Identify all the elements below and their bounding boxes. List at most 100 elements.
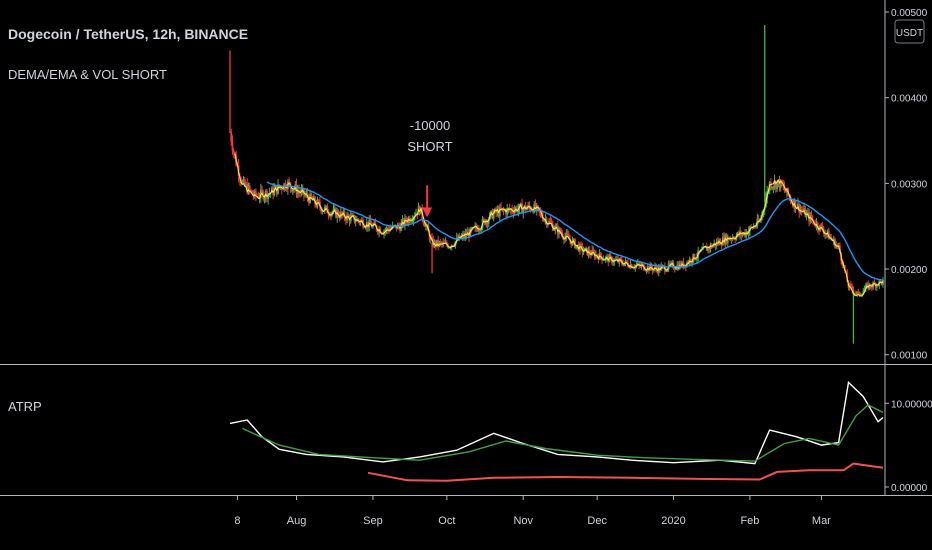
candle-body bbox=[285, 188, 288, 190]
candle-body bbox=[772, 186, 775, 188]
candle-body bbox=[612, 262, 615, 264]
candle-body bbox=[558, 228, 560, 235]
annotation-qty: -10000 bbox=[410, 118, 450, 133]
candle-body bbox=[805, 213, 808, 218]
candle-body bbox=[609, 255, 612, 257]
candle-body bbox=[248, 185, 251, 190]
candle-body bbox=[816, 222, 819, 229]
price-candles bbox=[229, 24, 884, 344]
candle-body bbox=[354, 221, 357, 223]
candle-body bbox=[336, 211, 339, 218]
candle-body bbox=[341, 212, 344, 215]
candle-body bbox=[773, 180, 776, 187]
candle-body bbox=[386, 227, 389, 230]
candle-body bbox=[784, 190, 787, 193]
candle-body bbox=[243, 179, 246, 186]
candle-body bbox=[705, 246, 708, 251]
candle-body bbox=[652, 268, 655, 271]
candle-body bbox=[868, 283, 871, 289]
candle-body bbox=[809, 215, 812, 222]
candle-body bbox=[745, 231, 748, 237]
candle-body bbox=[555, 225, 558, 227]
currency-badge-label: USDT bbox=[896, 28, 923, 39]
candle-body bbox=[595, 254, 597, 258]
candle-body bbox=[254, 191, 257, 196]
candle-body bbox=[351, 214, 353, 216]
candle-body bbox=[659, 266, 661, 271]
time-tick-label: Nov bbox=[513, 515, 533, 527]
candle-body bbox=[441, 242, 443, 244]
candle-body bbox=[420, 207, 422, 215]
candle-body bbox=[367, 221, 369, 228]
candle-body bbox=[673, 268, 676, 270]
candle-body bbox=[782, 185, 785, 187]
candle-body bbox=[835, 244, 838, 248]
time-tick-label: Feb bbox=[740, 515, 759, 527]
candle-body bbox=[862, 291, 865, 295]
candle-body bbox=[242, 179, 245, 182]
atrp-tick-label: 0.00000 bbox=[891, 483, 928, 494]
time-tick-label: 8 bbox=[234, 515, 240, 527]
candle-body bbox=[572, 239, 575, 241]
candle-body bbox=[332, 208, 335, 213]
candle-body bbox=[438, 241, 441, 246]
candle-body bbox=[550, 222, 553, 224]
candle-body bbox=[826, 230, 829, 234]
candle-body bbox=[466, 232, 469, 236]
candle-body bbox=[837, 245, 840, 247]
candle-body bbox=[776, 182, 778, 189]
candle-body bbox=[622, 263, 624, 266]
candle-body bbox=[506, 208, 509, 215]
candle-body bbox=[411, 220, 414, 222]
time-tick-label: 2020 bbox=[661, 515, 685, 527]
candle-body bbox=[263, 196, 266, 200]
candle-body bbox=[866, 283, 868, 286]
candle-body bbox=[628, 266, 631, 268]
candle-body bbox=[272, 187, 275, 196]
candle-body bbox=[487, 219, 490, 224]
candle-body bbox=[369, 219, 372, 225]
currency-badge[interactable]: USDT bbox=[894, 19, 925, 44]
candle-body bbox=[282, 189, 284, 191]
candle-body bbox=[820, 224, 823, 226]
candle-body bbox=[549, 220, 552, 223]
candle-body bbox=[712, 245, 714, 248]
candle-body bbox=[503, 210, 506, 212]
candle-body bbox=[357, 218, 360, 221]
candle-body bbox=[266, 190, 268, 199]
candle-body bbox=[698, 250, 701, 252]
candle-body bbox=[734, 238, 737, 240]
short-arrow-head bbox=[422, 207, 433, 218]
candle-body bbox=[619, 258, 622, 260]
time-tick-label: Aug bbox=[287, 515, 307, 527]
annotation-side: SHORT bbox=[407, 139, 452, 154]
candle-body bbox=[534, 203, 537, 210]
candle-body bbox=[257, 196, 260, 199]
candle-body bbox=[261, 189, 263, 192]
candle-body bbox=[526, 208, 528, 211]
candle-body bbox=[689, 259, 692, 263]
candle-body bbox=[798, 203, 801, 213]
candle-body bbox=[592, 250, 595, 253]
candle-body bbox=[854, 292, 857, 294]
candle-body bbox=[836, 244, 839, 246]
time-tick-label: Mar bbox=[812, 515, 831, 527]
candle-body bbox=[517, 208, 520, 213]
time-tick-label: Dec bbox=[587, 515, 607, 527]
candle-body bbox=[691, 262, 693, 264]
candle-body bbox=[423, 223, 426, 227]
candle-body bbox=[810, 215, 813, 220]
candle-body bbox=[726, 236, 729, 244]
candle-body bbox=[566, 233, 569, 236]
candle-body bbox=[496, 209, 499, 213]
candle-body bbox=[331, 212, 334, 214]
candle-body bbox=[585, 247, 587, 249]
candle-body bbox=[437, 239, 440, 246]
candle-body bbox=[800, 209, 803, 211]
candle-body bbox=[851, 285, 854, 290]
candle-body bbox=[565, 233, 568, 237]
candle-body bbox=[755, 225, 757, 227]
candle-body bbox=[325, 205, 328, 207]
candle-body bbox=[443, 242, 446, 244]
